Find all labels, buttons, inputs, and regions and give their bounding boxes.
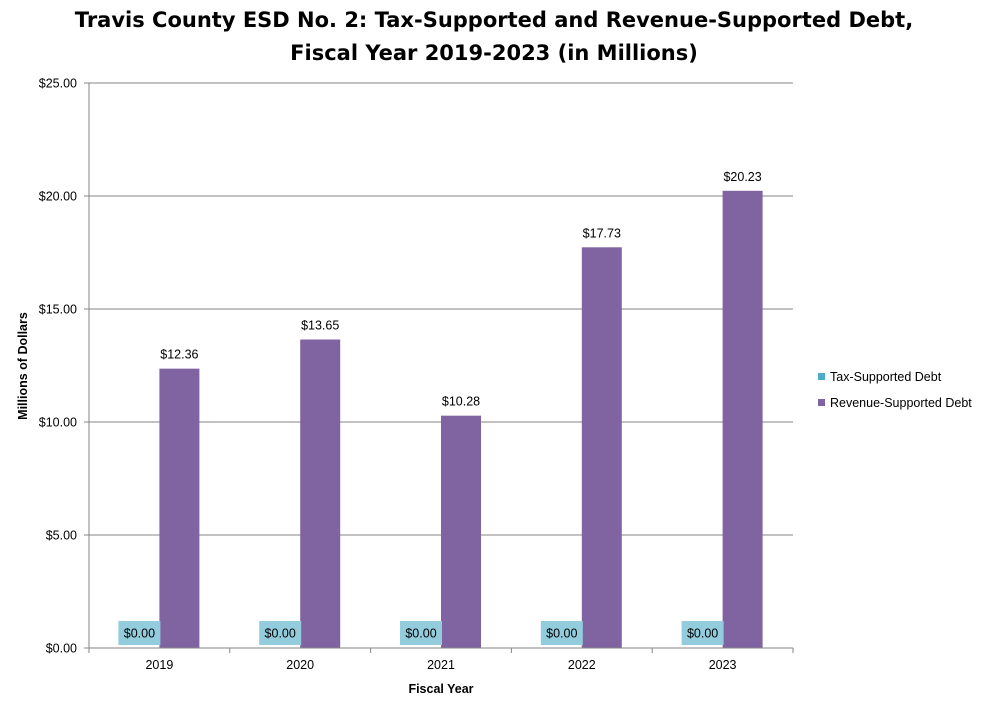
x-tick-label: 2021	[427, 658, 455, 672]
y-tick-label: $25.00	[39, 77, 77, 91]
y-tick-label: $20.00	[39, 190, 77, 204]
bars	[159, 190, 763, 648]
x-tick-label: 2023	[709, 658, 737, 672]
legend-label: Revenue-Supported Debt	[830, 396, 972, 410]
legend-swatch	[818, 399, 825, 406]
legend: Tax-Supported Debt Revenue-Supported Debt	[818, 370, 972, 410]
x-axis-title: Fiscal Year	[408, 682, 473, 696]
x-tick-label: 2020	[286, 658, 314, 672]
y-axis-title: Millions of Dollars	[16, 312, 30, 420]
data-label-background	[118, 621, 161, 645]
axes: $0.00 $5.00 $10.00 $15.00 $20.00 $25.00 2019 20…	[39, 77, 794, 672]
y-tick-label: $10.00	[39, 416, 77, 430]
data-label: $0.00	[124, 627, 155, 641]
data-labels: $0.00 $12.36 $0.00 $13.65 $0.00 $10.28 $0.00 $1…	[118, 170, 762, 645]
revenue-supported-bar	[581, 247, 622, 648]
x-tick-label: 2022	[568, 658, 596, 672]
data-label: $0.00	[405, 627, 436, 641]
y-tick-label: $0.00	[46, 642, 77, 656]
data-label: $17.73	[583, 226, 621, 240]
x-tick-label: 2019	[145, 658, 173, 672]
chart-title: Travis County ESD No. 2: Tax-Supported a…	[0, 4, 988, 70]
data-label: $20.23	[723, 170, 761, 184]
data-label-background	[259, 621, 302, 645]
data-label: $0.00	[687, 627, 718, 641]
revenue-supported-bar	[300, 339, 341, 648]
data-label-background	[400, 621, 442, 645]
data-label-background	[681, 621, 724, 645]
data-label: $13.65	[301, 319, 339, 333]
legend-swatch	[818, 373, 825, 380]
chart-title-line-2: Fiscal Year 2019-2023 (in Millions)	[290, 41, 698, 65]
revenue-supported-bar	[722, 190, 763, 648]
y-tick-label: $5.00	[46, 529, 77, 543]
data-label-background	[540, 621, 583, 645]
data-label: $0.00	[265, 627, 296, 641]
revenue-supported-bar	[159, 368, 200, 648]
data-label: $12.36	[160, 348, 198, 362]
data-label: $10.28	[442, 395, 480, 409]
revenue-supported-bar	[441, 415, 481, 648]
data-label: $0.00	[546, 627, 577, 641]
chart-title-line-1: Travis County ESD No. 2: Tax-Supported a…	[74, 8, 914, 32]
y-tick-label: $15.00	[39, 303, 77, 317]
legend-label: Tax-Supported Debt	[830, 370, 942, 384]
